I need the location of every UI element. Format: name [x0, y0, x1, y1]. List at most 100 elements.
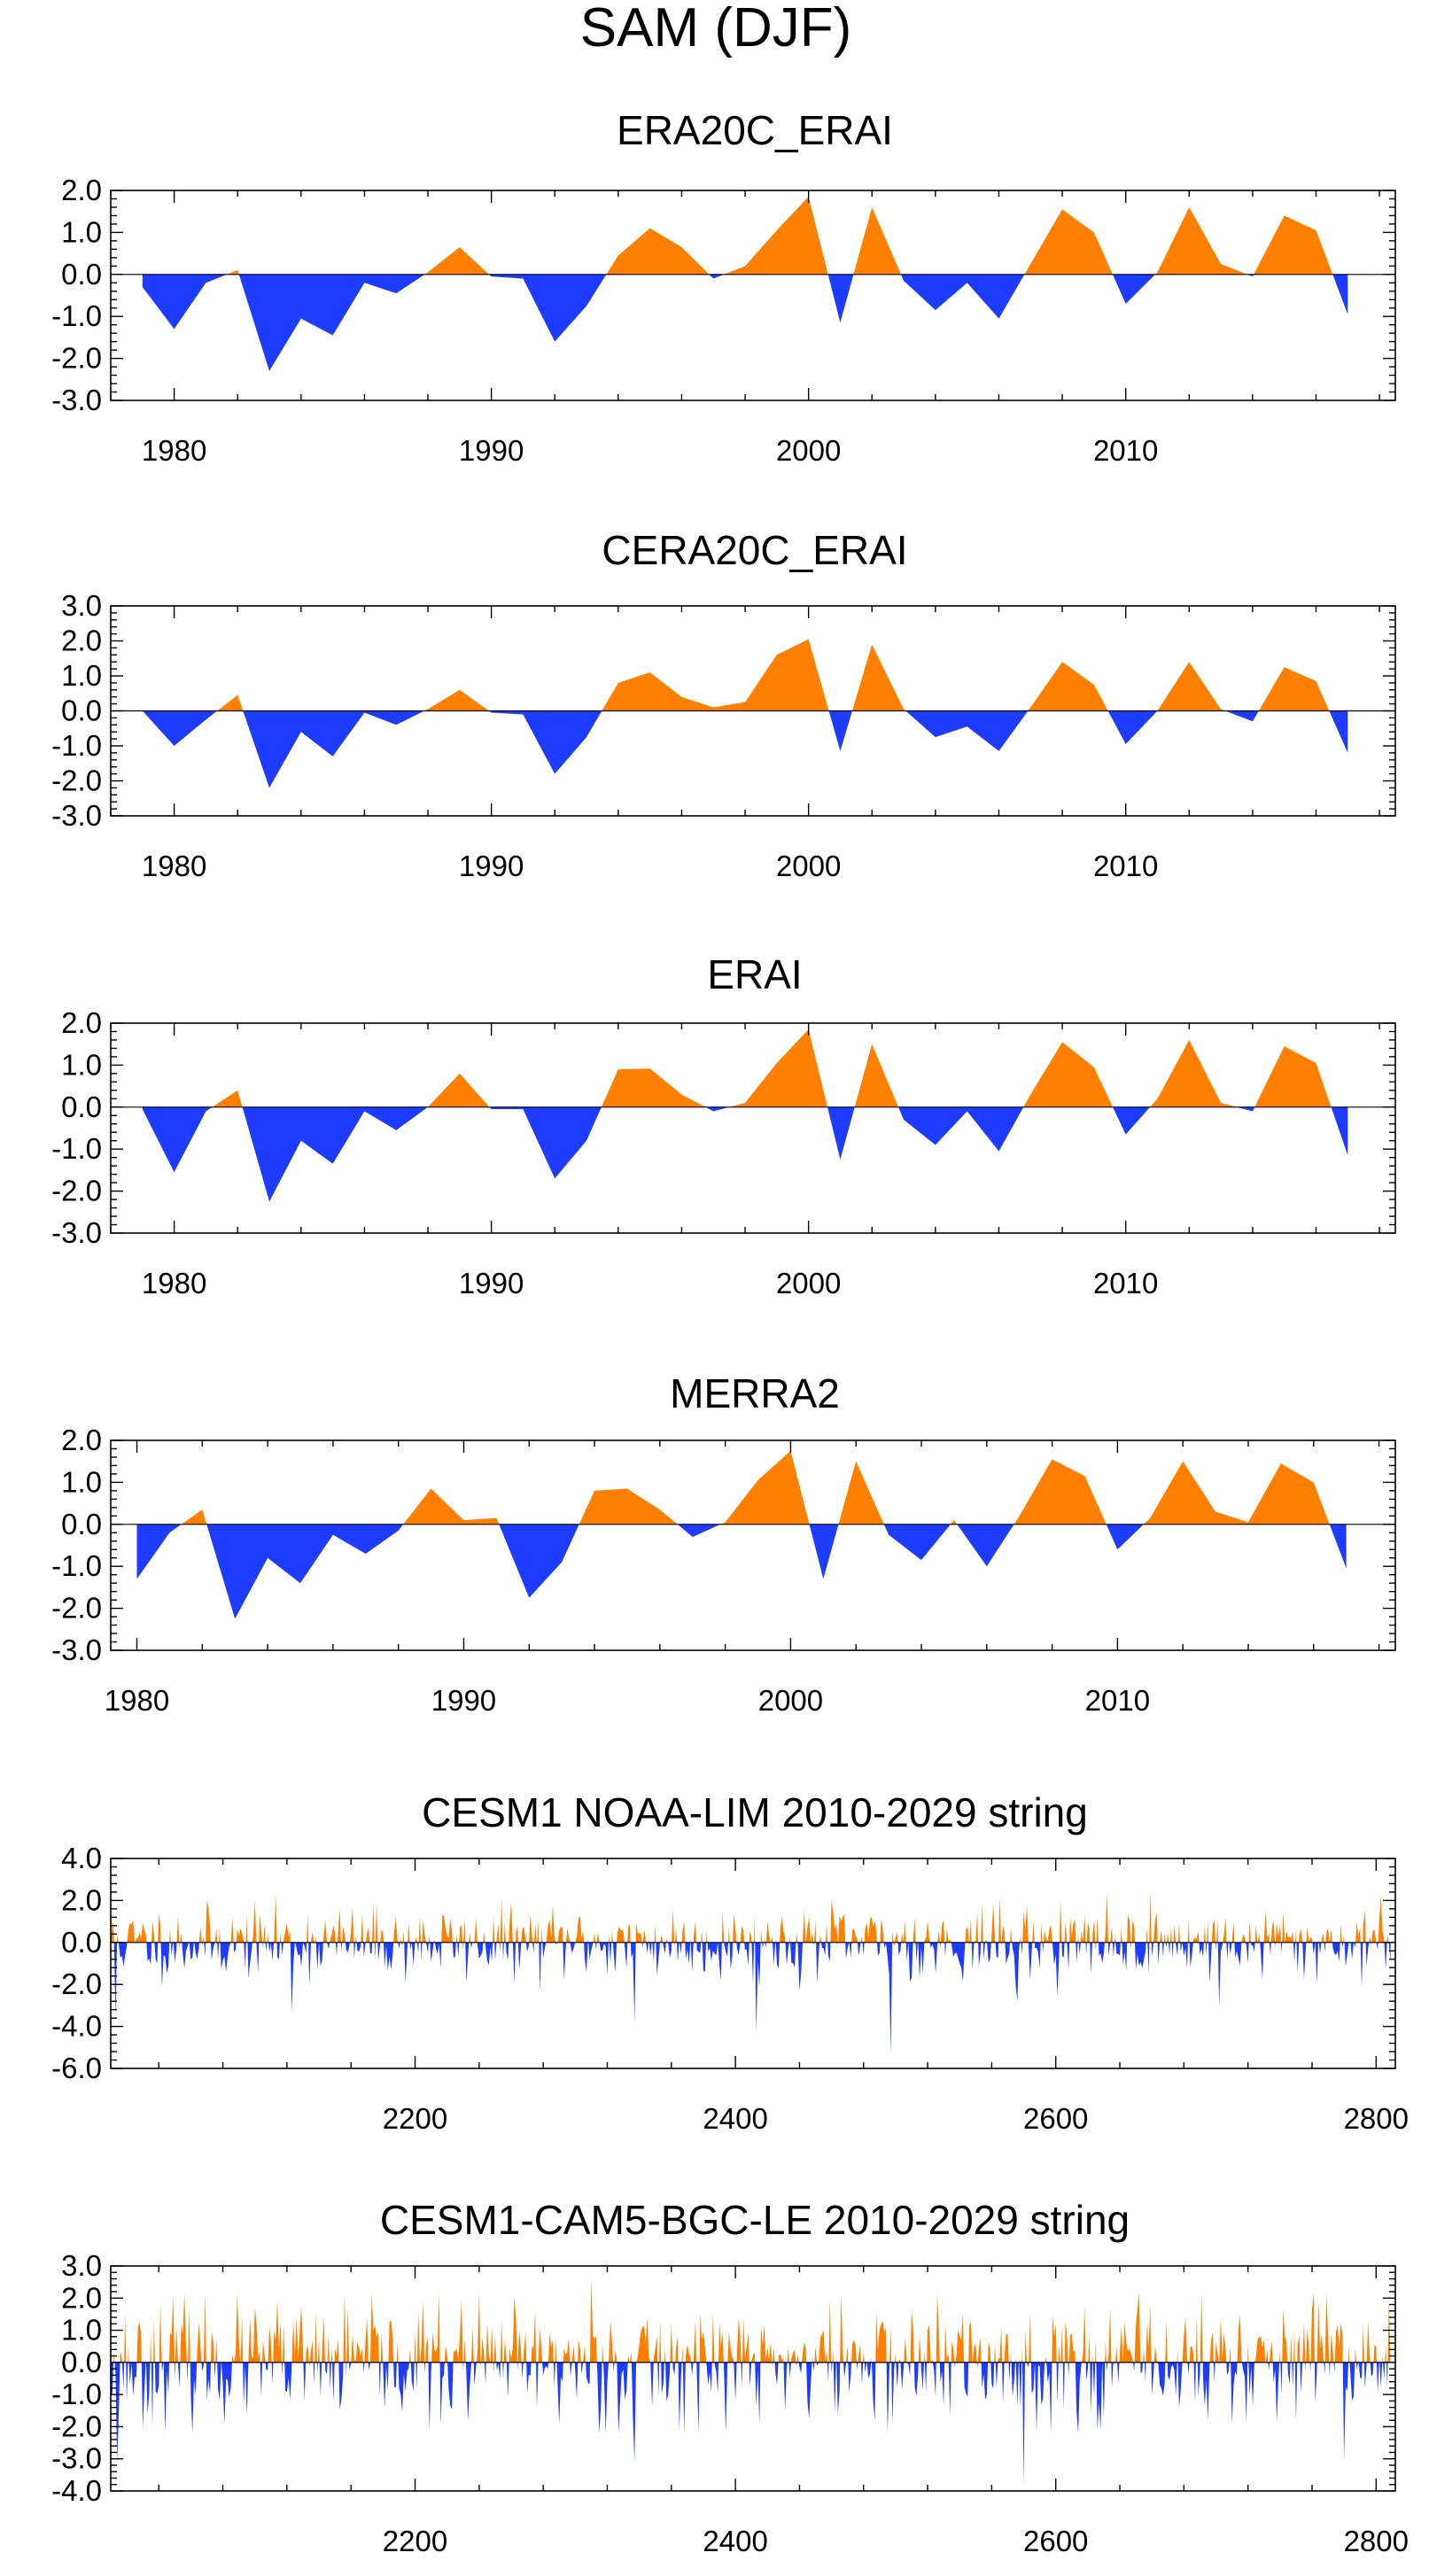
positive-area-segment [483, 1932, 485, 1943]
negative-area-segment [1363, 2362, 1367, 2388]
positive-area-segment [1203, 1925, 1206, 1943]
positive-area-segment [1347, 2347, 1350, 2363]
negative-area-segment [871, 2362, 876, 2421]
positive-area-segment [969, 1918, 972, 1943]
negative-area-segment [182, 1942, 190, 1968]
positive-area-segment [832, 2349, 834, 2363]
negative-area-segment [674, 1942, 675, 1947]
negative-area-segment [1241, 2362, 1248, 2422]
negative-area-segment [1140, 2362, 1144, 2373]
positive-area-segment [206, 1901, 211, 1943]
positive-area-segment [175, 2326, 178, 2363]
positive-area-segment [780, 1915, 786, 1943]
negative-area-segment [613, 2362, 615, 2372]
x-tick-label: 1990 [459, 434, 524, 467]
negative-area-segment [383, 1942, 394, 1971]
negative-area-segment [340, 1942, 343, 1952]
negative-area-segment [1075, 2362, 1083, 2433]
negative-area-segment [661, 2362, 664, 2394]
positive-area-segment [245, 1913, 248, 1943]
positive-area-segment [1297, 2334, 1301, 2363]
positive-area-segment [1318, 1936, 1319, 1943]
y-tick-label: -1.0 [51, 1549, 102, 1582]
negative-area-segment [1035, 2362, 1045, 2433]
positive-area-segment [212, 1090, 243, 1107]
positive-area-segment [490, 2326, 493, 2363]
negative-area-segment [1236, 1106, 1255, 1112]
positive-area-segment [555, 2338, 557, 2363]
positive-area-segment [1363, 1909, 1366, 1943]
positive-area-segment [1120, 1927, 1122, 1943]
negative-area-segment [416, 1942, 419, 1953]
negative-area-segment [332, 2362, 335, 2402]
positive-area-segment [778, 2354, 784, 2363]
positive-area-segment [236, 1928, 245, 1943]
positive-area-segment [894, 2353, 897, 2363]
positive-area-segment [173, 1938, 174, 1943]
positive-area-segment [1373, 2344, 1377, 2363]
positive-area-segment [135, 1922, 147, 1943]
positive-area-segment [665, 1938, 669, 1943]
positive-area-segment [334, 2338, 339, 2363]
y-tick-label: -6.0 [51, 2052, 102, 2084]
negative-area-segment [284, 2362, 292, 2401]
negative-area-segment [978, 1942, 982, 1967]
positive-area-segment [965, 1926, 969, 1943]
positive-area-segment [1192, 1931, 1200, 1943]
negative-area-segment [665, 2362, 671, 2401]
positive-area-segment [193, 1940, 195, 1943]
positive-area-segment [151, 1920, 155, 1943]
positive-area-segment [1119, 2321, 1133, 2363]
positive-area-segment [575, 1915, 585, 1943]
positive-area-segment [1223, 1917, 1227, 1943]
plot-frame [110, 190, 1396, 401]
positive-area-segment [1040, 1921, 1043, 1943]
positive-area-segment [393, 1916, 399, 1943]
negative-area-segment [586, 2362, 590, 2385]
positive-area-segment [521, 1928, 526, 1943]
positive-area-segment [830, 1900, 838, 1943]
negative-area-segment [190, 2362, 198, 2433]
panel-era20c-erai: ERA20C_ERAI 2.0 1.0 0.0 -1.0 -2.0 -3.0 1980 199… [51, 107, 1396, 467]
positive-area-segment [1014, 1459, 1107, 1525]
positive-area-segment [283, 1922, 291, 1943]
negative-area-segment [913, 2362, 919, 2396]
negative-area-segment [324, 2362, 328, 2374]
negative-area-segment [369, 1942, 373, 1954]
positive-area-segment [317, 2338, 320, 2363]
y-tick-label: 4.0 [61, 1842, 102, 1874]
negative-area-segment [398, 1942, 400, 1949]
positive-area-segment [749, 1931, 752, 1943]
positive-area-segment [230, 1916, 234, 1943]
negative-area-segment [1318, 1942, 1322, 1954]
x-tick-label: 2200 [383, 2102, 447, 2135]
negative-area-segment [1095, 1942, 1097, 1951]
positive-area-segment [672, 1909, 675, 1943]
negative-area-segment [1005, 1942, 1011, 1965]
positive-area-segment [1082, 2305, 1086, 2363]
positive-area-segment [214, 1928, 218, 1943]
negative-area-segment [1257, 1942, 1258, 1945]
positive-area-segment [273, 2300, 282, 2363]
negative-area-segment [1218, 2362, 1220, 2367]
positive-area-segment [1163, 1933, 1166, 1943]
positive-area-segment [838, 1461, 884, 1525]
negative-area-segment [179, 1942, 181, 1949]
positive-area-segment [1316, 2300, 1324, 2363]
x-tick-label: 2400 [703, 2102, 767, 2135]
negative-area-segment [494, 1942, 497, 1960]
negative-area-segment [656, 1942, 661, 1976]
negative-area-segment [425, 1942, 429, 1953]
y-tick-label: -2.0 [51, 1967, 102, 2000]
negative-area-segment [1177, 2362, 1183, 2408]
negative-area-segment [833, 2362, 836, 2413]
negative-area-segment [161, 2362, 164, 2372]
negative-area-segment [1269, 1942, 1271, 1956]
panel-title: CESM1-CAM5-BGC-LE 2010-2029 string [380, 2197, 1130, 2243]
positive-area-segment [742, 2317, 749, 2363]
negative-area-segment [762, 1942, 765, 1949]
negative-area-segment [349, 2362, 352, 2370]
negative-area-segment [831, 2362, 833, 2374]
negative-area-segment [126, 2362, 128, 2402]
x-tick-label: 2400 [703, 2525, 767, 2557]
